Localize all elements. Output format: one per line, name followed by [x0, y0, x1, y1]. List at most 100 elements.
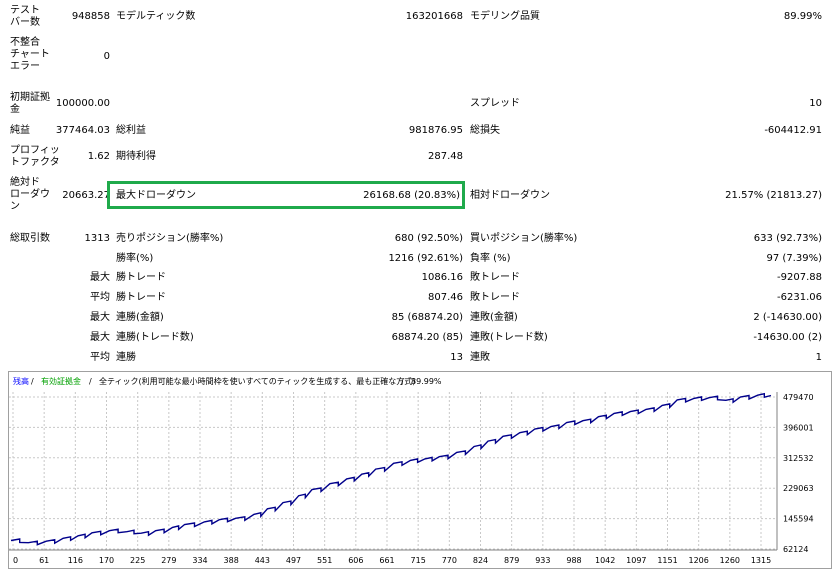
x-tick-label: 988 [566, 556, 581, 565]
x-tick-label: 933 [535, 556, 550, 565]
profit-factor-label: プロフィッ トファクタ [10, 145, 60, 168]
largest-loss-label: 敗トレード [470, 272, 520, 283]
y-tick-label: 479470 [783, 393, 814, 402]
gross-loss-value: -604412.91 [764, 125, 822, 136]
avg-loss-label: 敗トレード [470, 292, 520, 303]
max-drawdown-value: 26168.68 (20.83%) [363, 190, 460, 201]
legend-sep-3: / [401, 377, 404, 386]
max-drawdown-label: 最大ドローダウン [116, 190, 196, 201]
legend-quality: 89.99% [411, 377, 442, 386]
initial-deposit-label: 初期証拠 金 [10, 92, 50, 115]
win-rate-label: 勝率(%) [116, 253, 154, 264]
avg-win-label: 勝トレード [116, 292, 166, 303]
x-tick-label: 0 [13, 556, 18, 565]
largest-win-label: 勝トレード [116, 272, 166, 283]
gross-loss-label: 総損失 [470, 125, 500, 136]
y-tick-label: 312532 [783, 454, 814, 463]
max-label-3: 最大 [90, 332, 110, 343]
expected-payoff-label: 期待利得 [116, 151, 156, 162]
profit-factor-value: 1.62 [87, 151, 110, 162]
y-tick-label: 62124 [783, 545, 808, 554]
x-tick-label: 170 [99, 556, 114, 565]
x-tick-label: 1315 [751, 556, 771, 565]
y-axis: 479470 396001 312532 229063 145594 62124 [783, 393, 814, 554]
y-tick-label: 396001 [783, 423, 814, 432]
x-tick-label: 116 [68, 556, 83, 565]
x-tick-label: 1206 [688, 556, 708, 565]
legend-equity: 有効証拠金 [41, 376, 81, 386]
x-tick-label: 1042 [595, 556, 615, 565]
loss-rate-value: 97 (7.39%) [766, 253, 822, 264]
balance-chart-svg: 残高 / 有効証拠金 / 全ティック(利用可能な最小時間枠を使いすべてのティック… [9, 376, 814, 565]
x-tick-label: 497 [286, 556, 301, 565]
max-drawdown-highlight [107, 181, 465, 209]
max-consec-profit-label: 連勝(トレード数) [116, 332, 194, 343]
max-consec-wins-label: 連勝(金額) [116, 312, 164, 323]
spread-value: 10 [809, 98, 822, 109]
avg-loss-value: -6231.06 [777, 292, 822, 303]
x-tick-label: 388 [224, 556, 239, 565]
modeled-ticks-value: 163201668 [405, 11, 463, 22]
abs-drawdown-value: 20663.27 [62, 190, 110, 201]
avg-consec-losses-value: 1 [815, 352, 822, 363]
test-bars-value: 948858 [71, 11, 110, 22]
x-tick-label: 61 [39, 556, 49, 565]
modeling-quality-label: モデリング品質 [470, 11, 540, 22]
total-trades-value: 1313 [84, 233, 110, 244]
y-tick-label: 145594 [783, 515, 814, 524]
largest-loss-value: -9207.88 [777, 272, 822, 283]
avg-consec-wins-value: 13 [450, 352, 463, 363]
balance-series-line [10, 392, 772, 546]
loss-rate-label: 負率 (%) [470, 253, 511, 264]
rel-drawdown-value: 21.57% (21813.27) [725, 190, 822, 201]
net-profit-label: 純益 [10, 125, 30, 136]
expected-payoff-value: 287.48 [428, 151, 463, 162]
legend-model: 全ティック(利用可能な最小時間枠を使いすべてのティックを生成する、最も正確な方式… [99, 376, 415, 386]
long-positions-value: 633 (92.73%) [753, 233, 822, 244]
modeled-ticks-label: モデルティック数 [116, 11, 196, 22]
balance-chart: 残高 / 有効証拠金 / 全ティック(利用可能な最小時間枠を使いすべてのティック… [8, 371, 832, 569]
legend-balance: 残高 [13, 376, 29, 386]
legend-sep-2: / [89, 377, 92, 386]
mismatch-value: 0 [103, 51, 110, 62]
win-rate-value: 1216 (92.61%) [388, 253, 463, 264]
test-bars-label: テスト バー数 [10, 5, 40, 28]
x-tick-label: 606 [348, 556, 363, 565]
max-consec-profit-value: 68874.20 (85) [391, 332, 463, 343]
initial-deposit-value: 100000.00 [55, 98, 110, 109]
x-tick-label: 770 [442, 556, 457, 565]
avg-consec-wins-label: 連勝 [116, 352, 136, 363]
x-tick-label: 279 [161, 556, 176, 565]
total-trades-label: 総取引数 [10, 233, 50, 244]
chart-grid [9, 392, 777, 550]
abs-drawdown-label: 絶対ド ローダウ ン [10, 177, 50, 212]
x-tick-label: 1260 [720, 556, 740, 565]
max-consec-loss-value: -14630.00 (2) [753, 332, 822, 343]
max-label-2: 最大 [90, 312, 110, 323]
spread-label: スプレッド [470, 98, 520, 109]
x-tick-label: 824 [473, 556, 488, 565]
short-positions-label: 売りポジション(勝率%) [116, 233, 224, 244]
mismatch-label: 不整合 チャート エラー [10, 37, 50, 72]
x-tick-label: 443 [255, 556, 270, 565]
legend-sep-1: / [31, 377, 34, 386]
x-tick-label: 334 [192, 556, 207, 565]
gross-profit-value: 981876.95 [408, 125, 463, 136]
avg-consec-losses-label: 連敗 [470, 352, 490, 363]
x-tick-label: 1097 [626, 556, 646, 565]
x-tick-label: 551 [317, 556, 332, 565]
x-tick-label: 715 [411, 556, 426, 565]
x-axis: 0 61 116 170 225 279 334 388 443 497 551 606 661 715 7… [13, 556, 771, 565]
x-tick-label: 879 [504, 556, 519, 565]
x-tick-label: 661 [379, 556, 394, 565]
gross-profit-label: 総利益 [116, 125, 146, 136]
max-consec-loss-label: 連敗(トレード数) [470, 332, 548, 343]
long-positions-label: 買いポジション(勝率%) [470, 233, 578, 244]
x-tick-label: 225 [130, 556, 145, 565]
rel-drawdown-label: 相対ドローダウン [470, 190, 550, 201]
avg-label-1: 平均 [90, 292, 110, 303]
net-profit-value: 377464.03 [55, 125, 110, 136]
modeling-quality-value: 89.99% [783, 11, 822, 22]
largest-win-value: 1086.16 [421, 272, 463, 283]
x-tick-label: 1151 [657, 556, 677, 565]
